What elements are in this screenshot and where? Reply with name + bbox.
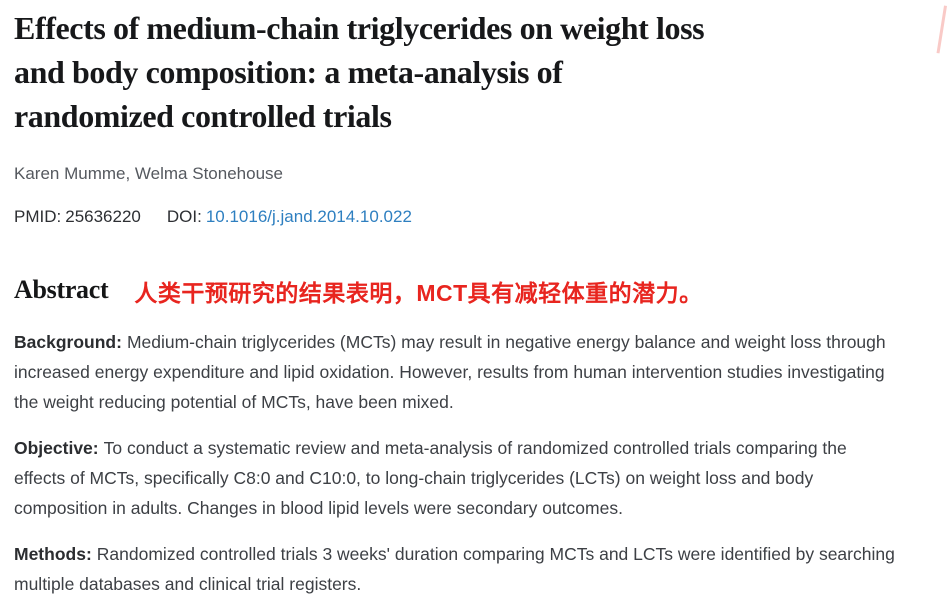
abstract-body: Background: Medium-chain triglycerides (M… bbox=[14, 327, 902, 599]
abstract-paragraph-background: Background: Medium-chain triglycerides (M… bbox=[14, 327, 902, 417]
objective-label: Objective: bbox=[14, 438, 99, 458]
abstract-paragraph-objective: Objective: To conduct a systematic review… bbox=[14, 433, 902, 523]
article-title-line-3: randomized controlled trials bbox=[14, 98, 392, 134]
methods-text: Randomized controlled trials 3 weeks' du… bbox=[14, 544, 895, 594]
identifiers-row: PMID: 25636220 DOI: 10.1016/j.jand.2014.10.… bbox=[14, 207, 947, 227]
pmid-label: PMID: bbox=[14, 207, 62, 226]
background-text: Medium-chain triglycerides (MCTs) may re… bbox=[14, 332, 886, 412]
abstract-heading: Abstract bbox=[14, 275, 109, 304]
pmid-value: 25636220 bbox=[65, 207, 141, 226]
article-title: Effects of medium-chain triglycerides on… bbox=[14, 6, 914, 138]
doi-label: DOI: bbox=[166, 207, 202, 226]
abstract-paragraph-methods: Methods: Randomized controlled trials 3 w… bbox=[14, 539, 902, 599]
abstract-header: Abstract 人类干预研究的结果表明，MCT具有减轻体重的潜力。 bbox=[14, 271, 947, 306]
doi-link[interactable]: 10.1016/j.jand.2014.10.022 bbox=[205, 207, 412, 226]
article-title-line-2: and body composition: a meta-analysis of bbox=[14, 54, 563, 90]
authors-list: Karen Mumme, Welma Stonehouse bbox=[14, 164, 283, 183]
background-label: Background: bbox=[14, 332, 122, 352]
methods-label: Methods: bbox=[14, 544, 92, 564]
objective-text: To conduct a systematic review and meta-… bbox=[14, 438, 847, 518]
article-title-line-1: Effects of medium-chain triglycerides on… bbox=[14, 10, 705, 46]
chinese-annotation: 人类干预研究的结果表明，MCT具有减轻体重的潜力。 bbox=[134, 280, 703, 306]
